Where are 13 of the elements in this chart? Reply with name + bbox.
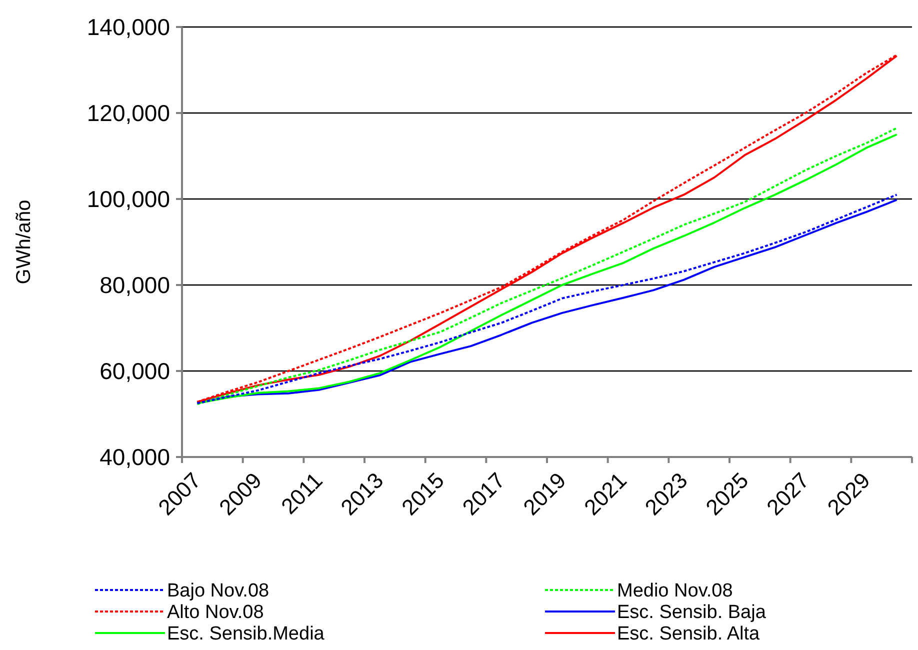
y-axis-title: GWh/año (13, 200, 35, 284)
y-tick-label: 140,000 (86, 14, 170, 40)
legend-label: Esc. Sensib. Alta (617, 624, 760, 645)
y-tick-label: 80,000 (100, 272, 170, 298)
legend-label: Esc. Sensib.Media (167, 624, 325, 645)
y-tick-label: 40,000 (100, 444, 170, 470)
legend-label: Bajo Nov.08 (167, 580, 270, 602)
y-tick-label: 100,000 (86, 186, 170, 212)
y-tick-label: 120,000 (86, 100, 170, 126)
legend-label: Alto Nov.08 (167, 602, 264, 624)
legend-label: Medio Nov.08 (617, 580, 733, 602)
legend-label: Esc. Sensib. Baja (617, 602, 766, 624)
y-tick-label: 60,000 (100, 358, 170, 384)
